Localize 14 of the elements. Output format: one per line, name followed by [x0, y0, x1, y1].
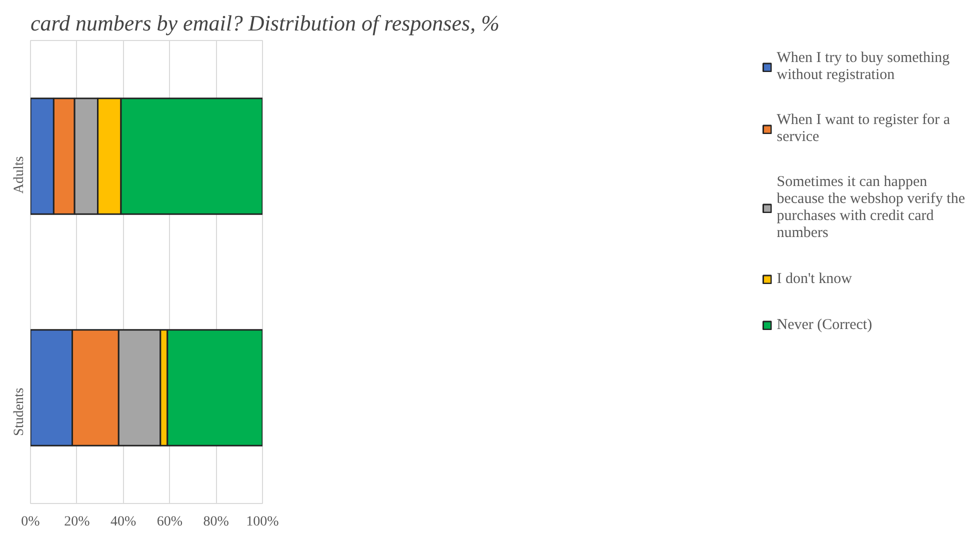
x-tick-label: 20% [64, 514, 90, 530]
y-tick-label: Adults [12, 156, 27, 194]
legend-label: When I try to buy something without registration [776, 50, 950, 84]
y-tick-label: Students [12, 388, 27, 436]
chart-title: card numbers by email? Distribution of responses, % [30, 10, 500, 36]
legend-label: Sometimes it can happen because the webshop verify the purchases with credit card numbers [776, 174, 965, 242]
legend-label: When I want to register for a service [776, 112, 950, 146]
x-tick-label: 60% [156, 514, 183, 530]
x-tick-label: 40% [110, 514, 136, 530]
x-tick-label: 0% [21, 514, 40, 530]
legend-label: Never (Correct) [776, 316, 872, 334]
x-tick-label: 80% [203, 514, 230, 530]
x-tick-label: 100% [246, 514, 280, 530]
legend-label: I don't know [776, 270, 852, 288]
